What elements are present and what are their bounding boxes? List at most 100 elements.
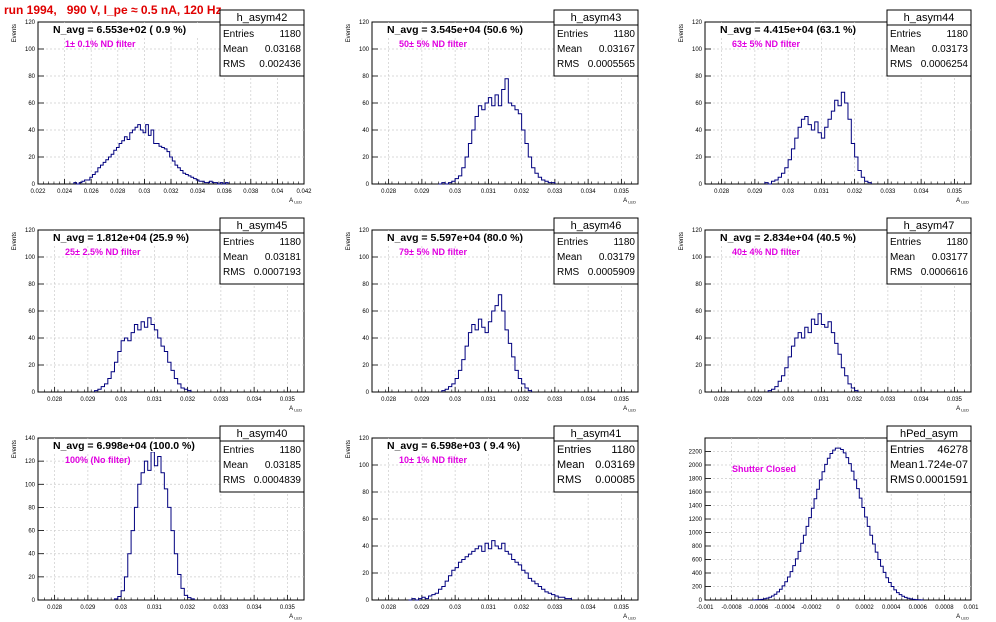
y-tick-label: 100 <box>359 255 370 261</box>
x-tick-label: 0.028 <box>47 605 63 611</box>
x-tick-label: 0.032 <box>180 397 196 403</box>
y-tick-label: 1200 <box>689 517 703 523</box>
y-tick-label: 80 <box>362 74 369 80</box>
stats-label-rms: RMS <box>557 267 580 278</box>
x-tick-label: 0.029 <box>80 397 96 403</box>
stats-value-entries: 1180 <box>946 29 968 40</box>
stats-title: h_asym44 <box>904 12 955 24</box>
stats-value-mean: 1.724e-07 <box>918 459 968 471</box>
x-tick-label: 0.035 <box>280 397 296 403</box>
stats-box <box>219 217 305 285</box>
filter-annotation: 1± 0.1% ND filter <box>65 39 136 49</box>
y-tick-label: 80 <box>28 505 35 511</box>
x-tick-label: 0.028 <box>381 605 397 611</box>
stats-label-mean: Mean <box>890 459 918 471</box>
y-tick-label: 80 <box>695 282 702 288</box>
stats-value-mean: 0.03173 <box>932 44 969 55</box>
navg-box <box>706 23 880 36</box>
stats-value-entries: 46278 <box>937 444 968 456</box>
y-tick-label: 60 <box>362 517 369 523</box>
hist-line-h_asym47 <box>767 313 859 392</box>
x-tick-label: 0.034 <box>581 605 597 611</box>
x-tick-label: 0.031 <box>147 397 163 403</box>
x-tick-label: 0.033 <box>547 397 563 403</box>
stats-label-rms: RMS <box>223 267 246 278</box>
stats-label-mean: Mean <box>557 459 585 471</box>
x-tick-label: 0.03 <box>782 189 794 195</box>
y-tick-label: 100 <box>25 255 36 261</box>
x-tick-label: 0.032 <box>514 189 530 195</box>
y-tick-label: 60 <box>695 309 702 315</box>
navg-box <box>39 23 213 36</box>
y-tick-label: 20 <box>28 155 35 161</box>
x-tick-label: 0.034 <box>247 397 263 403</box>
stats-value-rms: 0.0005909 <box>588 267 636 278</box>
x-axis-label: A LED <box>623 406 636 413</box>
x-tick-label: -0.0006 <box>748 605 769 611</box>
y-tick-label: 0 <box>366 598 370 604</box>
x-tick-label: 0.03 <box>782 397 794 403</box>
x-tick-label: 0.034 <box>914 189 930 195</box>
hist-line-h_asym45 <box>94 317 192 392</box>
navg-title: N_avg = 6.553e+02 ( 0.9 %) <box>53 24 186 36</box>
x-tick-label: 0.031 <box>481 189 497 195</box>
y-tick-label: 60 <box>28 309 35 315</box>
x-tick-label: 0.035 <box>947 189 963 195</box>
stats-value-rms: 0.0006254 <box>921 59 969 70</box>
stats-value-rms: 0.0005565 <box>588 59 636 70</box>
stats-value-mean: 0.03181 <box>265 252 302 263</box>
navg-box <box>39 231 213 244</box>
y-tick-label: 120 <box>25 20 36 26</box>
navg-box <box>373 231 547 244</box>
filter-annotation: 100% (No filter) <box>65 455 131 465</box>
y-tick-label: 60 <box>695 101 702 107</box>
y-tick-label: 80 <box>28 74 35 80</box>
y-tick-label: 80 <box>362 490 369 496</box>
x-axis-label: A LED <box>289 406 302 413</box>
y-tick-label: 0 <box>366 182 370 188</box>
pad-hPed_asym: -0.001 -0.0008 -0.0006 -0.0004 -0.0002 0 0.000… <box>689 425 979 621</box>
y-tick-label: 60 <box>362 101 369 107</box>
y-tick-label: 80 <box>362 282 369 288</box>
y-tick-label: 400 <box>692 571 703 577</box>
x-axis-label: A LED <box>623 614 636 621</box>
filter-annotation: 63± 5% ND filter <box>732 39 800 49</box>
x-tick-label: 0.031 <box>481 605 497 611</box>
stats-label-rms: RMS <box>890 474 914 486</box>
y-tick-label: 100 <box>692 47 703 53</box>
stats-label-entries: Entries <box>223 237 254 248</box>
stats-box <box>886 217 972 285</box>
pad-h_asym41: 0.028 0.029 0.03 0.031 0.032 0.033 0.034 0.035 0… <box>346 425 639 621</box>
x-tick-label: 0.031 <box>814 189 830 195</box>
y-tick-label: 80 <box>28 282 35 288</box>
filter-annotation: 10± 1% ND filter <box>399 455 467 465</box>
x-tick-label: 0.032 <box>514 605 530 611</box>
y-axis-label: Events <box>346 440 352 458</box>
y-axis-label: Events <box>679 24 685 42</box>
stats-value-mean: 0.03167 <box>599 44 636 55</box>
y-tick-label: 1600 <box>689 490 703 496</box>
stats-label-rms: RMS <box>223 59 246 70</box>
stats-label-mean: Mean <box>890 44 915 55</box>
hist-line-hPed_asym <box>752 447 924 601</box>
x-tick-label: 0.032 <box>514 397 530 403</box>
x-axis-label: A LED <box>623 198 636 205</box>
x-axis-label: A LED <box>956 406 969 413</box>
navg-box <box>373 23 547 36</box>
y-axis-label: Events <box>346 24 352 42</box>
navg-box <box>39 439 213 452</box>
x-tick-label: 0.038 <box>243 189 259 195</box>
y-tick-label: 20 <box>695 363 702 369</box>
stats-value-mean: 0.03185 <box>265 460 302 471</box>
pad-h_asym44: 0.028 0.029 0.03 0.031 0.032 0.033 0.034 0.035 0… <box>679 9 972 205</box>
run-title: run 1994, 990 V, I_pe ≈ 0.5 nA, 120 Hz <box>4 3 222 17</box>
x-tick-label: 0.0002 <box>855 605 874 611</box>
hist-line-h_asym41 <box>408 540 572 601</box>
filter-annotation: 25± 2.5% ND filter <box>65 247 141 257</box>
stats-box <box>553 9 639 77</box>
x-tick-label: 0.024 <box>57 189 73 195</box>
x-tick-label: 0.028 <box>110 189 126 195</box>
y-tick-label: 40 <box>362 336 369 342</box>
x-tick-label: 0.0006 <box>909 605 928 611</box>
